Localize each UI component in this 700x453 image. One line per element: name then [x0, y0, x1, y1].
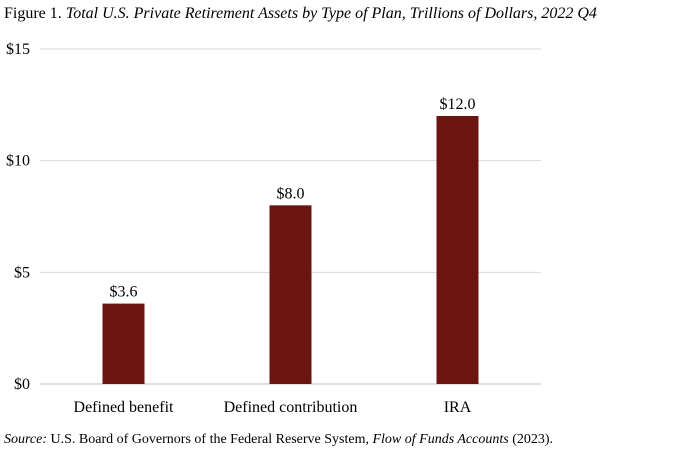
source-text: U.S. Board of Governors of the Federal R…	[47, 432, 373, 447]
bar-value-label: $12.0	[440, 96, 476, 113]
x-category-label: Defined benefit	[74, 399, 175, 416]
source-label: Source:	[4, 432, 48, 447]
bar	[436, 116, 479, 384]
chart-title: Total U.S. Private Retirement Assets by …	[65, 5, 597, 22]
y-tick-label: $15	[6, 41, 30, 58]
figure-title: Figure 1. Total U.S. Private Retirement …	[4, 4, 597, 24]
bar	[269, 205, 312, 384]
bar	[102, 303, 145, 384]
x-category-label: IRA	[444, 399, 472, 416]
y-tick-label: $10	[6, 153, 30, 170]
x-category-label: Defined contribution	[224, 399, 358, 416]
figure-label: Figure 1.	[4, 5, 66, 22]
y-tick-label: $5	[14, 264, 30, 281]
bar-value-label: $3.6	[110, 284, 138, 301]
source-text-after: (2023).	[508, 432, 554, 447]
source-note: Source: U.S. Board of Governors of the F…	[4, 431, 553, 449]
source-publication: Flow of Funds Accounts	[372, 432, 509, 447]
bar-value-label: $8.0	[277, 185, 305, 202]
y-tick-label: $0	[14, 376, 30, 393]
